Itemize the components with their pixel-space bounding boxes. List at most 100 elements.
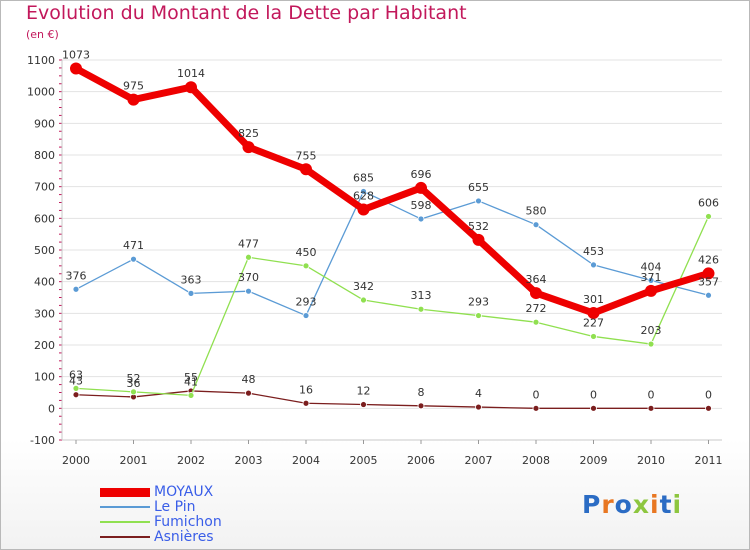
data-point-moyaux bbox=[300, 163, 312, 176]
data-labels: 1073975101482575562869653236430137142637… bbox=[62, 49, 719, 402]
data-label: 975 bbox=[123, 80, 144, 93]
y-tick-label: 1000 bbox=[27, 86, 55, 99]
data-point-asnières bbox=[417, 402, 425, 410]
data-label: 363 bbox=[181, 273, 202, 286]
data-point-fumichon bbox=[245, 253, 252, 261]
data-label: 471 bbox=[123, 239, 144, 252]
data-label: 598 bbox=[411, 199, 432, 212]
legend-swatch bbox=[100, 506, 150, 508]
legend-swatch bbox=[100, 536, 150, 538]
data-point-asnières bbox=[360, 401, 367, 408]
data-label: 301 bbox=[583, 293, 604, 306]
data-point-le pin bbox=[130, 255, 137, 263]
data-label: 12 bbox=[357, 385, 371, 398]
data-point-moyaux bbox=[702, 267, 715, 280]
x-tick-label: 2009 bbox=[580, 454, 608, 467]
data-label: 293 bbox=[468, 296, 489, 309]
series-line-le pin bbox=[75, 190, 709, 317]
data-point-fumichon bbox=[360, 296, 367, 304]
x-tick-label: 2000 bbox=[62, 454, 90, 467]
x-tick-label: 2002 bbox=[177, 454, 205, 467]
series-line-moyaux bbox=[74, 65, 710, 317]
x-tick-label: 2003 bbox=[235, 454, 263, 467]
data-label: 453 bbox=[583, 245, 604, 258]
data-point-le pin bbox=[590, 261, 597, 269]
data-label: 450 bbox=[296, 246, 317, 259]
y-tick-label: 300 bbox=[34, 307, 55, 320]
data-label: 606 bbox=[698, 196, 719, 209]
data-point-moyaux bbox=[415, 181, 427, 194]
data-label: 272 bbox=[526, 302, 547, 315]
series-lines bbox=[70, 62, 715, 412]
chart-unit-label: (en €) bbox=[26, 28, 59, 41]
data-point-le pin bbox=[532, 221, 540, 229]
data-point-le pin bbox=[302, 312, 310, 319]
data-point-le pin bbox=[360, 188, 367, 195]
chart-title: Evolution du Montant de la Dette par Hab… bbox=[26, 2, 467, 24]
data-point-fumichon bbox=[302, 262, 310, 270]
data-label: 0 bbox=[590, 388, 597, 401]
series-line-asnières bbox=[75, 390, 709, 409]
data-label: 628 bbox=[353, 189, 374, 202]
data-point-asnières bbox=[245, 389, 252, 397]
legend-label: Asnières bbox=[154, 529, 214, 545]
data-point-fumichon bbox=[130, 388, 137, 396]
data-point-asnières bbox=[475, 403, 482, 411]
data-point-fumichon bbox=[72, 384, 80, 392]
data-point-le pin bbox=[475, 197, 482, 205]
y-tick-label: 900 bbox=[34, 117, 55, 130]
data-label: 293 bbox=[296, 296, 317, 309]
data-point-moyaux bbox=[645, 284, 657, 297]
x-tick-label: 2005 bbox=[350, 454, 378, 467]
data-label: 342 bbox=[353, 280, 374, 293]
x-tick-label: 2001 bbox=[120, 454, 148, 467]
data-label: 203 bbox=[641, 324, 662, 337]
y-tick-label: 800 bbox=[34, 149, 55, 162]
y-tick-label: 700 bbox=[34, 181, 55, 194]
legend-swatch bbox=[100, 521, 150, 523]
data-point-moyaux bbox=[127, 93, 140, 106]
y-tick-label: 600 bbox=[34, 212, 55, 225]
data-label: 52 bbox=[127, 372, 141, 385]
data-label: 16 bbox=[299, 383, 313, 396]
legend-label: Fumichon bbox=[154, 514, 222, 530]
data-point-moyaux bbox=[185, 81, 197, 94]
x-tick-label: 2010 bbox=[637, 454, 665, 467]
data-point-moyaux bbox=[70, 62, 82, 75]
legend-label: MOYAUX bbox=[154, 484, 214, 500]
data-point-asnières bbox=[532, 404, 540, 412]
y-tick-label: 0 bbox=[48, 402, 55, 415]
data-point-fumichon bbox=[417, 305, 425, 313]
data-label: 685 bbox=[353, 171, 374, 184]
data-point-asnières bbox=[647, 404, 655, 412]
x-tick-label: 2006 bbox=[407, 454, 435, 467]
data-point-fumichon bbox=[705, 213, 712, 220]
data-point-asnières bbox=[302, 399, 310, 407]
data-point-le pin bbox=[245, 287, 252, 295]
data-label: 370 bbox=[238, 271, 259, 284]
y-tick-label: 100 bbox=[34, 371, 55, 384]
data-label: 696 bbox=[411, 168, 432, 181]
data-label: 1014 bbox=[177, 67, 205, 80]
data-point-fumichon bbox=[590, 333, 597, 340]
data-label: 477 bbox=[238, 237, 259, 250]
data-label: 0 bbox=[533, 388, 540, 401]
data-point-le pin bbox=[72, 285, 80, 293]
data-point-le pin bbox=[417, 215, 425, 223]
data-point-moyaux bbox=[530, 287, 542, 300]
data-label: 4 bbox=[475, 387, 482, 400]
x-tick-label: 2004 bbox=[292, 454, 320, 467]
data-point-fumichon bbox=[532, 318, 540, 326]
data-label: 0 bbox=[705, 388, 712, 401]
data-point-moyaux bbox=[242, 141, 255, 154]
data-label: 580 bbox=[526, 205, 547, 218]
data-label: 655 bbox=[468, 181, 489, 194]
data-point-fumichon bbox=[647, 340, 655, 348]
data-point-fumichon bbox=[187, 391, 195, 399]
x-tick-label: 2011 bbox=[695, 454, 723, 467]
data-label: 371 bbox=[641, 271, 662, 284]
data-label: 36 bbox=[127, 377, 141, 390]
data-label: 376 bbox=[66, 269, 87, 282]
series-line-fumichon bbox=[75, 216, 710, 397]
